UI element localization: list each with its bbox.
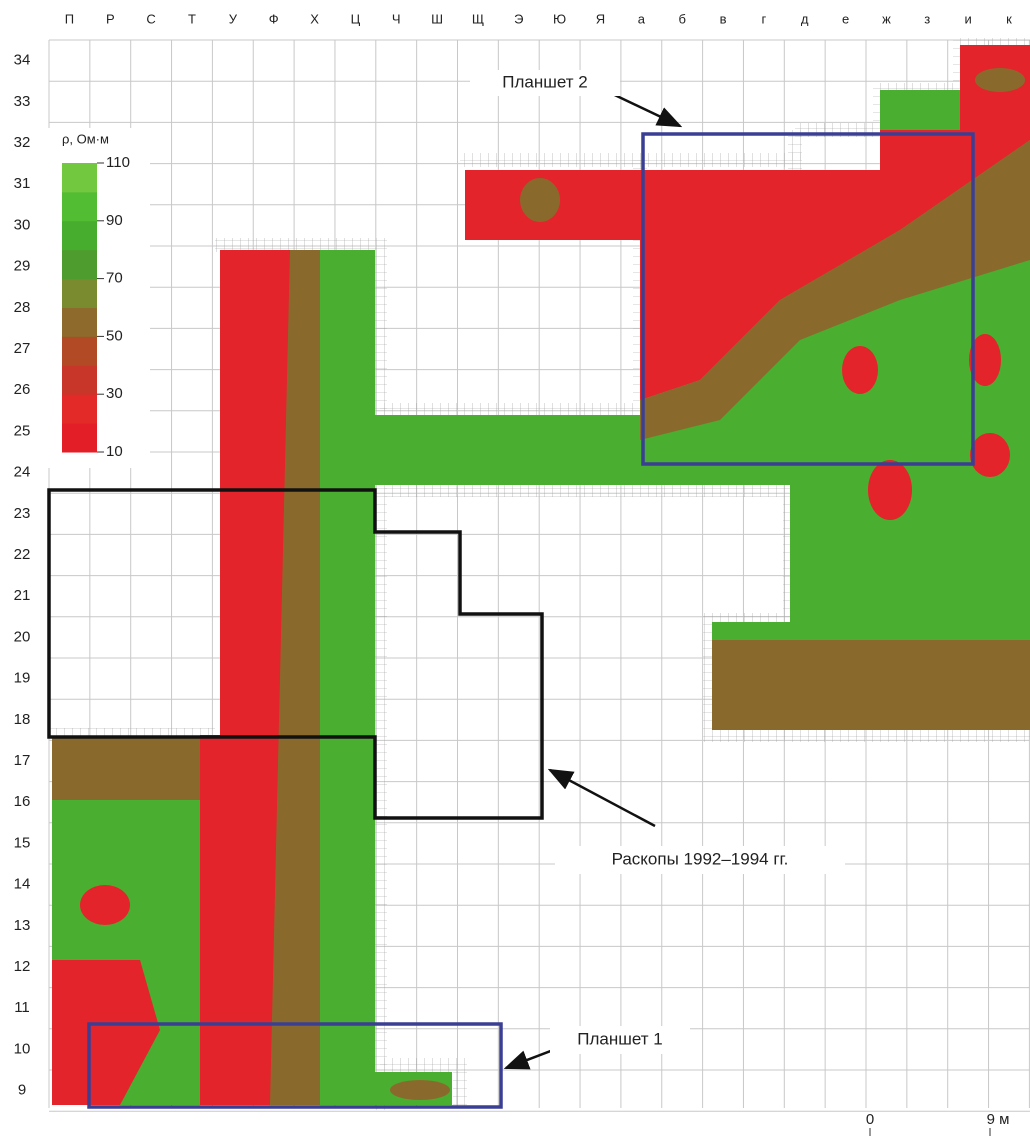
column-label: Ц xyxy=(351,11,361,26)
column-label: С xyxy=(146,11,155,26)
row-label: 13 xyxy=(14,917,31,934)
column-label: Х xyxy=(310,11,319,26)
row-label: 25 xyxy=(14,422,31,439)
plot2-label: Планшет 2 xyxy=(502,72,587,91)
column-label: д xyxy=(801,11,809,26)
row-label: 15 xyxy=(14,834,31,851)
column-label: Т xyxy=(188,11,196,26)
column-label: У xyxy=(229,11,238,26)
column-label: Р xyxy=(106,11,115,26)
row-label: 9 xyxy=(18,1082,26,1099)
legend-swatch xyxy=(62,394,97,424)
mid-spot xyxy=(520,178,560,222)
row-label: 18 xyxy=(14,711,31,728)
mid-zone xyxy=(52,737,200,800)
row-label: 29 xyxy=(14,258,31,275)
column-label: Ч xyxy=(392,11,401,26)
high-spot xyxy=(842,346,878,394)
legend-title: ρ, Ом·м xyxy=(62,131,109,146)
legend-swatch xyxy=(62,278,97,308)
row-label: 26 xyxy=(14,381,31,398)
excavation-label: Раскопы 1992–1994 гг. xyxy=(612,849,789,868)
legend-tick-label: 10 xyxy=(106,443,123,460)
legend-swatch xyxy=(62,249,97,280)
row-label: 28 xyxy=(14,299,31,316)
high-spot xyxy=(969,334,1001,386)
high-spot xyxy=(868,460,912,520)
column-label: Ш xyxy=(431,11,443,26)
high-zone xyxy=(52,960,160,1105)
row-label: 31 xyxy=(14,175,31,192)
row-label: 20 xyxy=(14,628,31,645)
column-label: Ю xyxy=(553,11,566,26)
column-label: з xyxy=(924,11,930,26)
plot1-frame xyxy=(87,1022,503,1109)
high-spot xyxy=(705,180,765,220)
column-label: Э xyxy=(514,11,523,26)
legend-swatch xyxy=(62,336,97,366)
row-label: 33 xyxy=(14,93,31,110)
mid-spot xyxy=(975,68,1025,92)
row-label: 21 xyxy=(14,587,31,604)
column-label: б xyxy=(678,11,685,26)
excavation-outline xyxy=(47,488,544,820)
legend-swatch xyxy=(62,365,97,395)
column-label: и xyxy=(964,11,971,26)
label-bg xyxy=(470,70,620,96)
column-label: в xyxy=(720,11,727,26)
row-label: 34 xyxy=(14,52,31,69)
scale-end: 9 м xyxy=(987,1111,1010,1128)
legend-tick-label: 70 xyxy=(106,270,123,287)
row-label: 12 xyxy=(14,958,31,975)
column-label: а xyxy=(638,11,646,26)
column-label: Я xyxy=(596,11,605,26)
plot1-label: Планшет 1 xyxy=(577,1029,662,1048)
column-label: г xyxy=(762,11,767,26)
mid-zone xyxy=(712,640,1030,730)
label-bg xyxy=(550,1026,690,1054)
legend-swatch xyxy=(62,163,97,193)
legend-swatch xyxy=(62,307,97,337)
scale-start: 0 xyxy=(866,1111,874,1128)
legend-swatch xyxy=(62,220,97,251)
row-label: 11 xyxy=(14,999,30,1016)
hatched-border xyxy=(215,238,387,1110)
high-spot xyxy=(80,885,130,925)
legend-tick-label: 110 xyxy=(106,154,130,171)
high-zone xyxy=(200,250,290,1105)
column-label: ж xyxy=(882,11,891,26)
high-spot xyxy=(970,433,1010,477)
column-label: Щ xyxy=(472,11,484,26)
column-label: П xyxy=(65,11,74,26)
row-label: 22 xyxy=(14,546,31,563)
row-label: 17 xyxy=(14,752,31,769)
mid-spot xyxy=(390,1080,450,1100)
legend-tick-label: 30 xyxy=(106,385,123,402)
legend-swatch xyxy=(62,423,97,453)
row-label: 14 xyxy=(14,876,31,893)
column-label: е xyxy=(842,11,849,26)
hatched-border xyxy=(380,1058,467,1108)
arrow xyxy=(547,768,656,828)
plot2-frame xyxy=(641,132,975,466)
row-label: 23 xyxy=(14,505,31,522)
mid-zone xyxy=(270,250,320,1105)
row-label: 27 xyxy=(14,340,31,357)
row-label: 30 xyxy=(14,216,31,233)
hatched-border xyxy=(385,483,1030,742)
row-label: 10 xyxy=(14,1040,31,1057)
row-label: 16 xyxy=(14,793,31,810)
column-label: к xyxy=(1006,11,1012,26)
row-label: 32 xyxy=(14,134,31,151)
column-label: Ф xyxy=(269,11,279,26)
hatched-border xyxy=(460,153,802,170)
legend-tick-label: 50 xyxy=(106,327,123,344)
label-bg xyxy=(555,846,845,874)
legend-swatch xyxy=(62,191,97,222)
mid-zone xyxy=(640,140,1030,440)
row-label: 24 xyxy=(14,464,31,481)
row-label: 19 xyxy=(14,670,31,687)
legend-tick-label: 90 xyxy=(106,212,123,229)
